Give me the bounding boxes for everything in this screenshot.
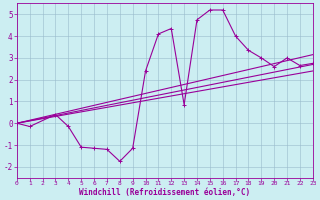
X-axis label: Windchill (Refroidissement éolien,°C): Windchill (Refroidissement éolien,°C) [79,188,250,197]
